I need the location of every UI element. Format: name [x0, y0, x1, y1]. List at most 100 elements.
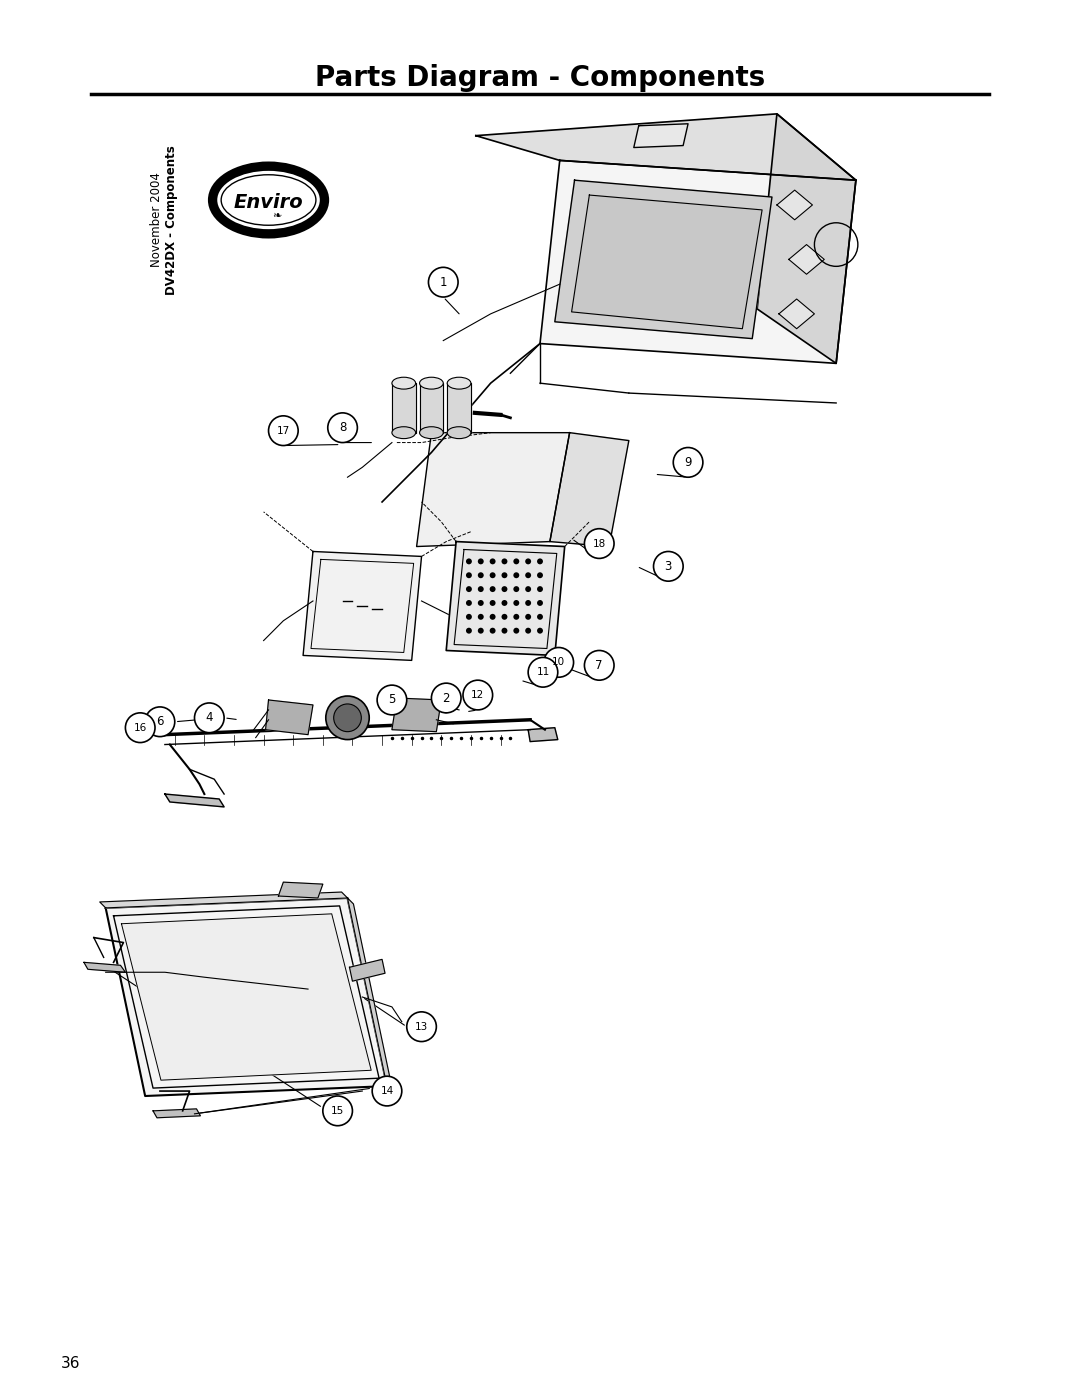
- Polygon shape: [350, 960, 384, 981]
- Circle shape: [463, 680, 492, 710]
- Circle shape: [501, 627, 508, 634]
- Circle shape: [429, 267, 458, 298]
- Ellipse shape: [419, 377, 443, 390]
- Circle shape: [537, 613, 543, 620]
- Circle shape: [513, 599, 519, 606]
- Ellipse shape: [447, 426, 471, 439]
- Ellipse shape: [392, 377, 416, 390]
- Circle shape: [584, 528, 615, 559]
- Polygon shape: [446, 542, 565, 655]
- Circle shape: [465, 587, 472, 592]
- Text: 15: 15: [330, 1106, 345, 1116]
- Polygon shape: [540, 161, 855, 363]
- Text: 2: 2: [443, 692, 450, 704]
- Polygon shape: [279, 882, 323, 898]
- Circle shape: [334, 704, 362, 732]
- Polygon shape: [447, 383, 471, 433]
- Circle shape: [513, 627, 519, 634]
- Circle shape: [489, 587, 496, 592]
- Polygon shape: [555, 180, 772, 338]
- Circle shape: [537, 573, 543, 578]
- Circle shape: [537, 627, 543, 634]
- Polygon shape: [106, 898, 387, 1097]
- Circle shape: [537, 587, 543, 592]
- Polygon shape: [417, 433, 569, 546]
- Circle shape: [501, 599, 508, 606]
- Circle shape: [525, 573, 531, 578]
- Circle shape: [501, 587, 508, 592]
- Text: 12: 12: [471, 690, 485, 700]
- Text: Parts Diagram - Components: Parts Diagram - Components: [315, 64, 765, 92]
- Circle shape: [501, 573, 508, 578]
- Text: 4: 4: [205, 711, 213, 724]
- Text: ❧: ❧: [272, 211, 281, 221]
- Circle shape: [673, 447, 703, 478]
- Circle shape: [537, 559, 543, 564]
- Circle shape: [373, 1076, 402, 1106]
- Text: 11: 11: [537, 668, 550, 678]
- Circle shape: [584, 651, 615, 680]
- Polygon shape: [266, 700, 313, 735]
- Polygon shape: [99, 893, 348, 908]
- Circle shape: [489, 559, 496, 564]
- Circle shape: [477, 559, 484, 564]
- Circle shape: [489, 573, 496, 578]
- Text: 13: 13: [415, 1021, 428, 1032]
- Circle shape: [501, 613, 508, 620]
- Circle shape: [525, 627, 531, 634]
- Text: 6: 6: [157, 715, 164, 728]
- Circle shape: [489, 599, 496, 606]
- Polygon shape: [84, 963, 125, 972]
- Circle shape: [477, 587, 484, 592]
- Circle shape: [125, 712, 156, 743]
- Text: 10: 10: [552, 658, 565, 668]
- Circle shape: [145, 707, 175, 736]
- Polygon shape: [788, 244, 824, 274]
- Circle shape: [477, 627, 484, 634]
- Circle shape: [465, 613, 472, 620]
- Text: 18: 18: [593, 539, 606, 549]
- Circle shape: [513, 587, 519, 592]
- Text: DV42DX - Components: DV42DX - Components: [165, 145, 178, 295]
- Circle shape: [501, 559, 508, 564]
- Polygon shape: [392, 383, 416, 433]
- Polygon shape: [571, 196, 762, 328]
- Text: 36: 36: [62, 1356, 81, 1370]
- Circle shape: [525, 599, 531, 606]
- Circle shape: [377, 685, 407, 715]
- Circle shape: [513, 613, 519, 620]
- Circle shape: [489, 627, 496, 634]
- Polygon shape: [303, 552, 421, 661]
- Circle shape: [407, 1011, 436, 1042]
- Text: 5: 5: [388, 693, 395, 707]
- Circle shape: [465, 573, 472, 578]
- Text: Enviro: Enviro: [233, 193, 303, 212]
- Circle shape: [653, 552, 684, 581]
- Circle shape: [323, 1097, 352, 1126]
- Circle shape: [465, 599, 472, 606]
- Circle shape: [525, 587, 531, 592]
- Ellipse shape: [447, 377, 471, 390]
- Circle shape: [327, 414, 357, 443]
- Polygon shape: [528, 728, 557, 742]
- Text: November 2004: November 2004: [150, 172, 163, 267]
- Ellipse shape: [392, 426, 416, 439]
- Circle shape: [525, 613, 531, 620]
- Polygon shape: [779, 299, 814, 328]
- Polygon shape: [121, 914, 372, 1080]
- Text: 1: 1: [440, 275, 447, 289]
- Circle shape: [269, 416, 298, 446]
- Polygon shape: [153, 1109, 201, 1118]
- Text: 3: 3: [664, 560, 672, 573]
- Polygon shape: [476, 115, 855, 180]
- Polygon shape: [777, 190, 812, 219]
- Circle shape: [465, 627, 472, 634]
- Circle shape: [489, 613, 496, 620]
- Polygon shape: [757, 115, 855, 363]
- Circle shape: [477, 599, 484, 606]
- Text: 7: 7: [595, 659, 603, 672]
- Polygon shape: [392, 698, 442, 732]
- Polygon shape: [165, 793, 225, 807]
- Circle shape: [477, 613, 484, 620]
- Circle shape: [513, 573, 519, 578]
